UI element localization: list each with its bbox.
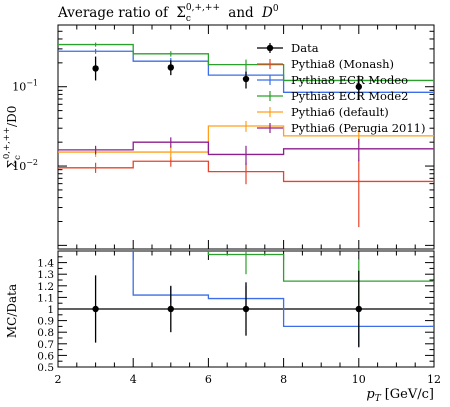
series-line — [58, 141, 434, 156]
ratio-data-point — [242, 305, 250, 313]
ylabel-sub: c — [13, 155, 23, 160]
y-axis-label: Σc0,+,++/D0 — [2, 106, 23, 169]
title-sigma-sub: c — [186, 14, 191, 24]
legend-label: Data — [291, 41, 319, 55]
x-tick-label: 12 — [427, 373, 441, 386]
data-point — [355, 83, 362, 90]
legend-label: Pythia8 (Monash) — [291, 57, 394, 71]
main-y-tick-label: 10−2 — [12, 158, 38, 173]
ratio-data-point — [92, 305, 99, 313]
title-d: D — [261, 5, 273, 21]
ratio-y-tick-label: 0.7 — [37, 339, 54, 351]
ratio-y-tick-label: 1 — [47, 304, 54, 316]
main-series — [58, 42, 434, 228]
xlabel-sub: T — [375, 394, 382, 404]
ratio-y-tick-label: 1.2 — [37, 281, 54, 293]
ratio-series-line — [207, 251, 434, 282]
ratio-y-tick-label: 0.6 — [37, 350, 54, 362]
legend-label: Pythia8 ECR Mode2 — [291, 89, 408, 103]
ratio-ticks: 0.50.60.70.80.911.11.21.31.4 — [37, 256, 434, 374]
title-and: and — [228, 5, 254, 21]
legend: Data Pythia8 (Monash) Pythia8 ECR Modeo Pyt… — [257, 41, 426, 135]
xlabel-unit: [GeV/c] — [385, 387, 434, 402]
ratio-data-point — [167, 305, 174, 313]
data-point — [242, 75, 250, 83]
data-point — [92, 65, 99, 72]
ratio-series-line — [132, 251, 434, 328]
ratio-y-tick-label: 0.8 — [37, 327, 54, 339]
x-axis-label: pT [GeV/c] — [366, 387, 434, 404]
title-d-sup: 0 — [273, 4, 279, 14]
ylabel-sigma: Σ — [5, 160, 19, 168]
title-sigma-sup: 0,+,++ — [186, 3, 220, 13]
ratio-y-axis-label: MC/Data — [5, 284, 19, 338]
ratio-y-tick-label: 0.5 — [37, 362, 54, 374]
legend-label: Pythia6 (Perugia 2011) — [291, 121, 426, 135]
series-line — [58, 125, 434, 153]
x-tick-label: 6 — [205, 373, 212, 386]
legend-label: Pythia8 ECR Modeo — [291, 73, 408, 87]
legend-swatch-marker — [266, 44, 274, 52]
series-line — [58, 160, 434, 183]
ratio-y-tick-label: 1.1 — [37, 292, 54, 304]
main-ticks: 10−1 10−2 — [12, 30, 434, 250]
main-y-tick-label: 10−1 — [12, 79, 38, 94]
ratio-y-tick-label: 0.9 — [37, 316, 54, 328]
x-tick-label: 10 — [352, 373, 366, 386]
legend-label: Pythia6 (default) — [291, 105, 389, 119]
ratio-y-tick-label: 1.4 — [37, 258, 54, 270]
ratio-series — [58, 251, 434, 348]
x-tick-label: 8 — [280, 373, 287, 386]
chart-title: Average ratio of Σc0,+,++ and D0 — [57, 0, 279, 24]
title-text: Average ratio of — [57, 5, 169, 21]
ylabel-tail: /D0 — [5, 106, 19, 127]
title-sigma: Σ — [176, 5, 186, 21]
data-point — [167, 64, 174, 71]
ylabel-sup: 0,+,++ — [2, 127, 12, 159]
ratio-data-point — [355, 305, 362, 313]
ratio-y-tick-label: 1.3 — [37, 269, 54, 281]
xlabel-p: p — [366, 387, 375, 402]
x-tick-label: 2 — [55, 373, 62, 386]
x-tick-label: 4 — [130, 373, 137, 386]
series-line — [58, 43, 434, 82]
